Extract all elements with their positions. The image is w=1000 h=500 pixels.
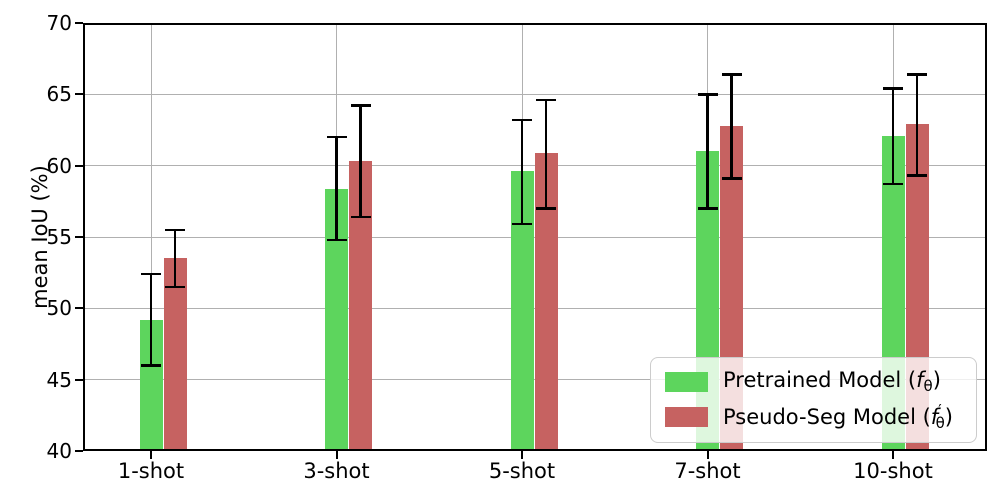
errorbar-line — [173, 229, 177, 287]
errorbar-cap-bottom — [165, 285, 185, 289]
x-tick-mark — [706, 451, 709, 459]
errorbar-cap-bottom — [141, 364, 161, 367]
errorbar-cap-bottom — [512, 222, 532, 226]
errorbar-line — [706, 94, 709, 209]
math-f: f — [930, 405, 939, 429]
errorbar-cap-top — [721, 73, 742, 76]
x-tick-label: 10-shot — [853, 459, 933, 483]
y-tick-label: 65 — [46, 82, 72, 107]
legend-text: ) — [944, 405, 953, 429]
errorbar-line — [915, 74, 919, 176]
gridline-horizontal — [83, 93, 987, 95]
y-tick-label: 60 — [46, 153, 72, 178]
errorbar-cap-bottom — [907, 174, 927, 177]
gridline-vertical — [150, 23, 152, 451]
legend-swatch-red — [665, 406, 708, 427]
errorbar-line — [730, 74, 733, 179]
bar-pseudoseg-1-shot — [163, 258, 187, 451]
errorbar-line — [544, 100, 548, 209]
y-tick-label: 40 — [46, 439, 72, 463]
legend-swatch-green — [665, 371, 708, 392]
errorbar-cap-bottom — [350, 215, 371, 219]
x-tick-label: 7-shot — [674, 459, 741, 483]
math-theta-sub: θ — [935, 414, 945, 432]
errorbar-cap-bottom — [536, 207, 556, 210]
legend-text: Pretrained Model ( — [723, 368, 917, 392]
errorbar-cap-bottom — [721, 177, 742, 180]
y-tick-label: 70 — [46, 11, 72, 35]
errorbar-cap-top — [697, 93, 718, 96]
errorbar-line — [359, 105, 362, 217]
errorbar-cap-top — [536, 98, 556, 102]
y-tick-mark — [75, 93, 83, 96]
errorbar-cap-top — [350, 104, 371, 107]
y-tick-mark — [75, 236, 83, 238]
errorbar-cap-bottom — [326, 238, 347, 242]
errorbar-cap-top — [883, 87, 903, 90]
x-tick-label: 1-shot — [117, 459, 185, 483]
errorbar-cap-top — [907, 73, 927, 76]
legend: Pretrained Model (fθ) Pseudo-Seg Model (… — [650, 357, 977, 443]
y-tick-label: 45 — [46, 367, 72, 392]
legend-item-pretrained: Pretrained Model (fθ) — [665, 368, 962, 395]
errorbar-line — [149, 274, 153, 366]
x-tick-mark — [335, 451, 338, 459]
bar-pseudoseg-5-shot — [534, 152, 558, 451]
math-prime: ′ — [938, 401, 942, 419]
y-tick-label: 55 — [46, 225, 72, 249]
legend-text: ) — [932, 368, 941, 392]
y-tick-mark — [75, 307, 83, 310]
y-tick-label: 50 — [46, 296, 72, 321]
errorbar-cap-top — [141, 272, 161, 276]
x-tick-mark — [150, 451, 152, 459]
errorbar-cap-top — [326, 135, 347, 139]
y-axis-label-text: mean IoU (%) — [28, 165, 52, 309]
errorbar-line — [520, 120, 524, 225]
x-tick-label: 3-shot — [303, 459, 370, 483]
errorbar-line — [335, 137, 338, 240]
x-tick-mark — [521, 451, 523, 459]
math-f: f — [916, 368, 924, 392]
legend-item-pseudoseg: Pseudo-Seg Model (f′θ) — [665, 401, 962, 432]
math-theta-sub: θ — [923, 377, 933, 395]
bar-pseudoseg-3-shot — [349, 161, 372, 451]
errorbar-cap-bottom — [883, 182, 903, 186]
y-tick-mark — [75, 378, 83, 381]
legend-label-pretrained: Pretrained Model (fθ) — [723, 368, 941, 395]
y-tick-mark — [75, 22, 83, 24]
errorbar-cap-bottom — [697, 207, 718, 210]
errorbar-line — [891, 88, 895, 185]
x-tick-label: 5-shot — [488, 459, 556, 483]
errorbar-cap-top — [165, 228, 185, 232]
x-tick-mark — [892, 451, 894, 459]
y-tick-mark — [75, 164, 83, 167]
bar-pretrained-5-shot — [510, 171, 534, 451]
y-tick-mark — [75, 450, 83, 452]
bar-pretrained-3-shot — [325, 188, 348, 451]
legend-text: Pseudo-Seg Model ( — [723, 405, 931, 429]
legend-label-pseudoseg: Pseudo-Seg Model (f′θ) — [723, 401, 953, 432]
errorbar-cap-top — [512, 118, 532, 122]
bar-pretrained-1-shot — [139, 319, 163, 451]
